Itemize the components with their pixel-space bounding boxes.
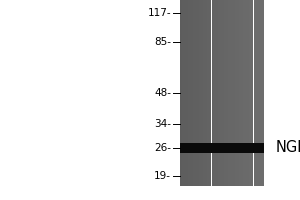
- Bar: [222, 0, 224, 186]
- Bar: [224, 0, 226, 186]
- Bar: [254, 0, 256, 186]
- Text: 85-: 85-: [154, 37, 171, 47]
- Bar: [260, 0, 262, 186]
- Bar: [195, 0, 197, 186]
- Bar: [235, 0, 237, 186]
- Bar: [245, 0, 247, 186]
- Bar: [201, 0, 203, 186]
- Bar: [188, 0, 190, 186]
- Bar: [258, 0, 260, 186]
- Text: 19-: 19-: [154, 171, 171, 181]
- Bar: [218, 0, 220, 186]
- Bar: [256, 0, 258, 186]
- Bar: [209, 0, 211, 186]
- Text: 117-: 117-: [147, 8, 171, 18]
- Bar: [203, 0, 205, 186]
- Bar: [241, 0, 243, 186]
- Bar: [216, 0, 218, 186]
- Bar: [251, 0, 253, 186]
- Bar: [180, 0, 182, 186]
- Bar: [197, 0, 199, 186]
- Bar: [247, 0, 249, 186]
- Bar: [199, 0, 201, 186]
- Bar: [180, 143, 264, 153]
- Text: 48-: 48-: [154, 88, 171, 98]
- Bar: [228, 0, 230, 186]
- Bar: [190, 0, 193, 186]
- Bar: [226, 0, 228, 186]
- Bar: [184, 0, 186, 186]
- Bar: [205, 0, 207, 186]
- Bar: [237, 0, 239, 186]
- Bar: [230, 0, 232, 186]
- Bar: [182, 0, 184, 186]
- Bar: [243, 0, 245, 186]
- Bar: [186, 0, 188, 186]
- Bar: [262, 0, 264, 186]
- Bar: [239, 0, 241, 186]
- Text: 26-: 26-: [154, 143, 171, 153]
- Bar: [249, 0, 251, 186]
- Bar: [232, 0, 235, 186]
- Bar: [193, 0, 195, 186]
- Bar: [207, 0, 209, 186]
- Text: 34-: 34-: [154, 119, 171, 129]
- Bar: [214, 0, 216, 186]
- Bar: [212, 0, 214, 186]
- Bar: [220, 0, 222, 186]
- Text: NGF: NGF: [276, 140, 300, 155]
